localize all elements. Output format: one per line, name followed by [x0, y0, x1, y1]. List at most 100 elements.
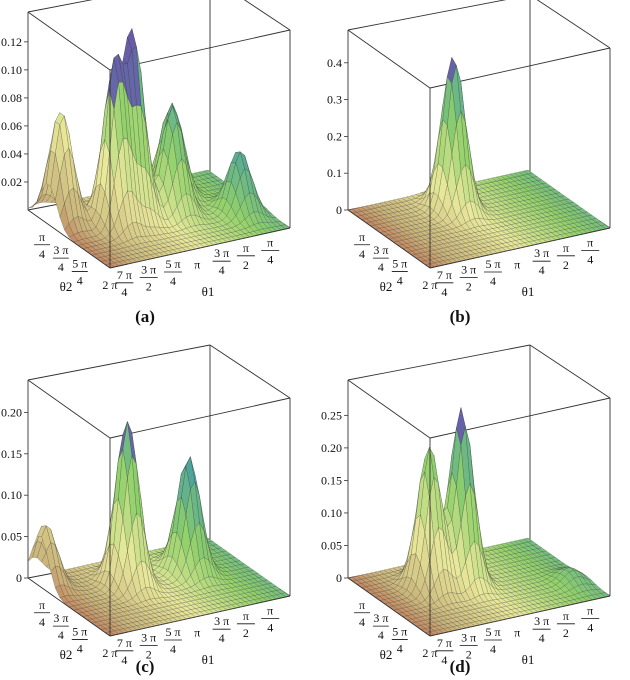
- theta1-tick-numerator: 3 π: [534, 614, 549, 628]
- theta1-tick: 3 π4: [532, 614, 551, 645]
- theta2-axis-label: θ2: [60, 647, 73, 662]
- box-edge: [27, 209, 111, 269]
- box-edge: [429, 595, 611, 637]
- theta1-tick: 5 π4: [484, 257, 502, 288]
- theta2-tick: 5 π4: [391, 624, 408, 655]
- theta1-tick-numerator: 3 π: [461, 262, 476, 276]
- theta1-tick-numerator: π: [267, 235, 273, 249]
- z-tick-label: 0.3: [327, 93, 342, 107]
- box-edge: [429, 227, 611, 269]
- box-edge: [243, 0, 291, 31]
- theta2-tick: 2 π: [102, 278, 117, 292]
- theta1-tick: π: [514, 626, 520, 640]
- theta1-tick-numerator: 5 π: [165, 625, 180, 639]
- box-edge: [529, 344, 611, 399]
- box-edge: [347, 379, 431, 439]
- theta1-tick-numerator: 7 π: [437, 636, 452, 650]
- theta1-axis-label: θ1: [522, 652, 535, 667]
- theta1-tick-numerator: 7 π: [437, 268, 452, 282]
- theta1-tick-denominator: 4: [441, 285, 447, 299]
- theta2-tick-denominator: 4: [77, 641, 83, 655]
- theta2-tick: 2 π: [102, 646, 117, 660]
- theta1-tick-numerator: 3 π: [141, 262, 156, 276]
- theta1-tick-numerator: 5 π: [485, 625, 500, 639]
- theta2-tick: π4: [354, 598, 371, 629]
- z-tick-label: 0: [336, 571, 342, 585]
- surface-patch: [27, 201, 38, 209]
- theta1-tick-denominator: 2: [146, 647, 152, 661]
- z-tick-label: 0.05: [321, 538, 342, 552]
- theta2-tick: 2 π: [422, 278, 437, 292]
- theta1-tick-denominator: 4: [267, 620, 273, 634]
- theta1-tick-numerator: 3 π: [141, 630, 156, 644]
- theta2-tick-numerator: π: [359, 230, 365, 244]
- box-edge: [27, 344, 211, 381]
- theta1-tick: π4: [261, 235, 280, 266]
- theta2-tick-numerator: 3 π: [53, 243, 68, 257]
- theta1-tick-numerator: π: [267, 603, 273, 617]
- z-tick-label: 0.10: [1, 63, 22, 77]
- theta1-tick-denominator: 2: [563, 626, 569, 640]
- theta1-tick-denominator: 4: [539, 263, 545, 277]
- theta1-tick-denominator: 2: [243, 626, 249, 640]
- box-edge: [347, 344, 531, 381]
- theta2-tick-numerator: 3 π: [53, 611, 68, 625]
- theta1-tick: 3 π2: [139, 262, 158, 293]
- theta2-tick-label: 2 π: [102, 278, 117, 292]
- theta2-tick: π4: [34, 598, 51, 629]
- z-tick-label: 0.05: [1, 530, 22, 544]
- theta1-tick: π2: [236, 609, 255, 640]
- theta2-tick-denominator: 4: [39, 247, 45, 261]
- z-tick-label: 0.10: [321, 506, 342, 520]
- theta1-tick-denominator: 4: [219, 631, 225, 645]
- theta2-axis-label: θ2: [380, 279, 393, 294]
- theta2-tick: 5 π4: [391, 256, 408, 287]
- z-tick-label: 0.06: [1, 119, 22, 133]
- theta1-tick: π4: [261, 603, 280, 634]
- z-tick-label: 0.08: [1, 91, 22, 105]
- theta1-tick-denominator: 4: [490, 642, 496, 656]
- theta2-tick: 3 π4: [372, 611, 389, 642]
- theta1-tick-denominator: 4: [219, 263, 225, 277]
- z-tick-label: 0.15: [321, 473, 342, 487]
- theta1-tick-denominator: 2: [466, 279, 472, 293]
- theta1-tick: 3 π2: [139, 630, 158, 661]
- z-tick-label: 0: [336, 203, 342, 217]
- box-edge: [536, 0, 611, 49]
- theta1-tick-numerator: π: [243, 609, 249, 623]
- theta1-tick-denominator: 2: [466, 647, 472, 661]
- theta1-tick: π2: [236, 241, 255, 272]
- theta1-tick-denominator: 4: [490, 274, 496, 288]
- theta1-tick-denominator: 4: [121, 285, 127, 299]
- theta1-tick: 5 π4: [164, 625, 182, 656]
- theta2-tick-denominator: 4: [378, 260, 384, 274]
- box-edge: [27, 379, 111, 439]
- theta1-tick: 7 π4: [435, 636, 454, 667]
- theta2-tick: 5 π4: [71, 624, 88, 655]
- panel-label: (b): [450, 307, 471, 326]
- panel-label: (d): [450, 657, 471, 676]
- theta1-tick-denominator: 4: [587, 252, 593, 266]
- theta1-tick-numerator: 7 π: [117, 636, 132, 650]
- z-tick-label: 0.2: [327, 129, 342, 143]
- box-edge: [209, 344, 291, 399]
- theta2-tick-numerator: π: [359, 598, 365, 612]
- theta1-tick: π4: [581, 603, 600, 634]
- theta1-tick-denominator: 2: [146, 279, 152, 293]
- theta2-tick: π4: [34, 230, 51, 261]
- theta1-tick: 5 π4: [484, 625, 502, 656]
- theta2-tick-numerator: 3 π: [373, 611, 388, 625]
- theta2-tick-numerator: 5 π: [72, 624, 87, 638]
- box-edge: [27, 0, 93, 13]
- theta2-tick-denominator: 4: [77, 273, 83, 287]
- box-edge: [347, 577, 431, 637]
- theta2-tick-numerator: 5 π: [72, 256, 87, 270]
- theta2-axis-label: θ2: [60, 279, 73, 294]
- theta2-tick-denominator: 4: [39, 615, 45, 629]
- box-edge: [27, 11, 111, 71]
- theta1-tick-denominator: 4: [170, 642, 176, 656]
- z-tick-label: 0.04: [1, 147, 22, 161]
- theta2-tick: 2 π: [422, 646, 437, 660]
